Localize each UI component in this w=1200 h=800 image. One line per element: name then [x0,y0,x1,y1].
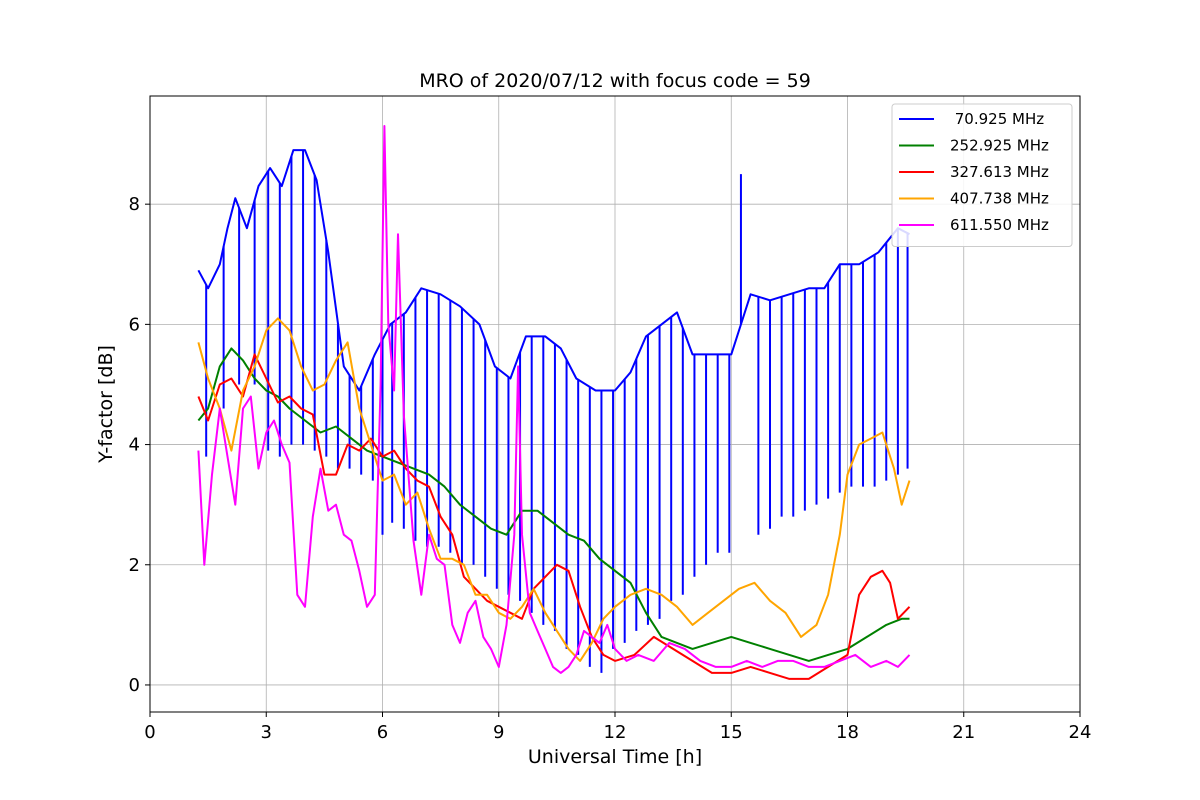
y-tick-label: 0 [129,675,140,696]
x-tick-label: 21 [952,722,975,743]
series-line [197,125,911,674]
series-line [197,317,911,662]
series-layer [197,125,911,680]
series-4 [197,317,911,662]
x-tick-label: 6 [377,722,388,743]
legend-label: 252.925 MHz [950,137,1049,155]
legend-box [891,103,1073,247]
chart-title: MRO of 2020/07/12 with focus code = 59 [419,70,811,92]
y-axis-label: Y-factor [dB] [95,345,117,464]
x-tick-label: 15 [720,722,743,743]
y-tick-label: 6 [129,314,140,335]
x-tick-label: 24 [1069,722,1092,743]
legend-label: 611.550 MHz [950,216,1049,234]
x-tick-label: 9 [493,722,504,743]
series-5 [197,125,911,674]
x-tick-label: 12 [604,722,627,743]
legend-label: 327.613 MHz [950,163,1049,181]
legend-label: 407.738 MHz [950,190,1049,208]
x-tick-label: 18 [836,722,859,743]
series-1 [197,149,910,673]
y-tick-label: 2 [129,555,140,576]
x-axis-label: Universal Time [h] [528,746,702,768]
y-tick-label: 8 [129,194,140,215]
y-tick-label: 4 [129,435,140,456]
legend: 70.925 MHz 252.925 MHz 327.613 MHz 407.738 … [891,103,1073,247]
series-3 [197,353,911,680]
series-line [197,149,910,392]
x-tick-label: 0 [144,722,155,743]
x-tick-label: 3 [261,722,272,743]
series-line [197,353,911,680]
legend-label: 70.925 MHz [950,110,1044,128]
